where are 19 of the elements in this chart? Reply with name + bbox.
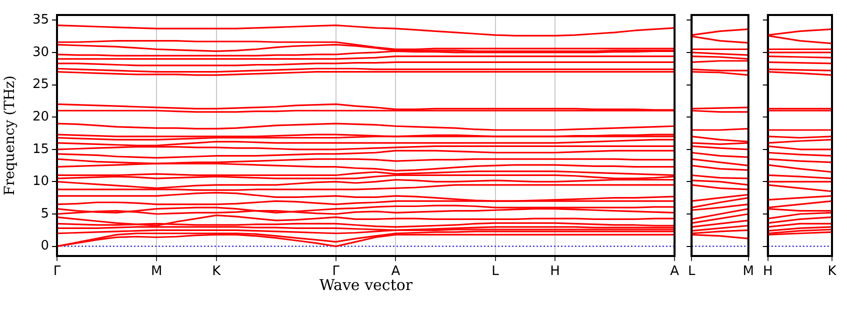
y-tick-label: 5 [40, 206, 49, 222]
x-tick-label: H [550, 264, 560, 280]
x-tick-label: K [212, 264, 222, 280]
x-tick-label: L [492, 264, 500, 280]
y-tick-label: 25 [32, 77, 49, 92]
x-tick-label: M [742, 264, 754, 280]
x-tick-label: Γ [53, 264, 62, 280]
y-tick-label: 10 [32, 174, 49, 190]
x-tick-label: A [670, 264, 680, 280]
x-tick-label: H [762, 264, 773, 280]
y-axis-title: Frequency (THz) [2, 75, 18, 196]
x-tick-label: L [688, 264, 696, 280]
x-tick-label: K [828, 264, 837, 280]
y-tick-label: 20 [32, 109, 49, 124]
y-tick-label: 35 [32, 12, 49, 28]
y-tick-label: 0 [40, 238, 49, 254]
x-tick-label: M [150, 264, 162, 280]
y-tick-label: 30 [32, 44, 49, 60]
y-tick-label: 15 [32, 142, 49, 157]
